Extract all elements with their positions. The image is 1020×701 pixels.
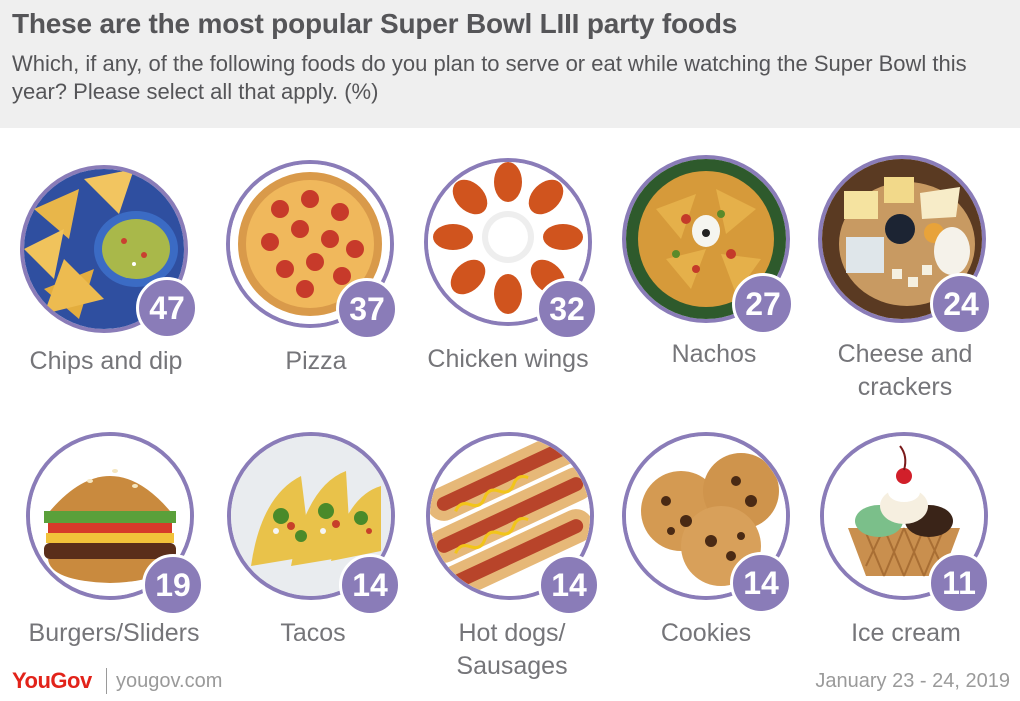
footer-divider (106, 668, 107, 694)
yougov-logo: YouGov (12, 668, 92, 693)
footer-date: January 23 - 24, 2019 (815, 670, 1010, 692)
food-label: Pizza (285, 347, 347, 375)
value-badge: 14 (339, 554, 401, 616)
food-label: Cheese and crackers (837, 340, 973, 401)
value-badge: 19 (142, 554, 204, 616)
value-badge: 14 (730, 552, 792, 614)
food-label: Burgers/Sliders (28, 619, 200, 647)
food-label: Hot dogs/ Sausages (456, 619, 568, 680)
food-label: Ice cream (851, 619, 961, 647)
value-badge: 37 (336, 278, 398, 340)
chart-title: These are the most popular Super Bowl LI… (12, 8, 738, 39)
footer-url: yougov.com (116, 670, 223, 692)
food-label: Nachos (671, 340, 757, 368)
chips-and-dip-icon (20, 165, 188, 333)
tacos-icon (227, 432, 395, 600)
food-label: Tacos (280, 619, 346, 647)
chart-subtitle: Which, if any, of the following foods do… (12, 51, 967, 104)
value-badge: 47 (136, 277, 198, 339)
food-label: Chips and dip (29, 347, 183, 375)
cheese-and-crackers-icon (818, 155, 986, 323)
food-label: Chicken wings (427, 345, 589, 373)
value-badge: 24 (930, 273, 992, 335)
value-badge: 14 (538, 554, 600, 616)
value-badge: 11 (928, 552, 990, 614)
header-band: These are the most popular Super Bowl LI… (0, 0, 1020, 128)
value-badge: 32 (536, 278, 598, 340)
food-label: Cookies (660, 619, 752, 647)
chicken-wings-icon (424, 158, 592, 326)
value-badge: 27 (732, 273, 794, 335)
